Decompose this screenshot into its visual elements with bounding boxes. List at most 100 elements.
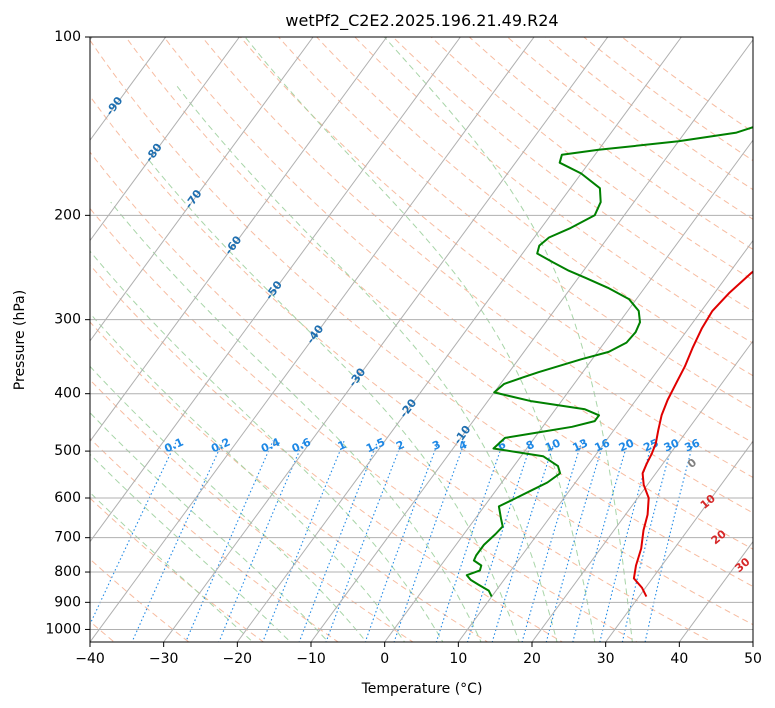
y-tick-label-9: 1000	[45, 621, 81, 637]
mixing-ratio-line-1	[131, 440, 224, 642]
mixing-ratio-label-12: 13	[571, 436, 590, 454]
profile-series	[465, 126, 753, 598]
y-axis-label: Pressure (hPa)	[12, 290, 28, 390]
mixing-ratio-line-12	[521, 440, 583, 642]
dry-adiabat-14	[239, 37, 753, 444]
isotherm-11	[163, 37, 609, 642]
mixing-ratio-label-17: 36	[683, 436, 703, 454]
isotherm-6	[90, 37, 240, 242]
mixing-ratio-line-7	[364, 440, 440, 642]
x-tick-label-4: 0	[380, 651, 389, 667]
mixing-ratio-line-9	[435, 440, 505, 642]
y-tick-label-8: 900	[54, 594, 81, 610]
isotherm-7	[90, 37, 314, 342]
y-tick-label-3: 400	[54, 386, 81, 402]
isotherm-label-5: -50	[263, 278, 285, 302]
x-axis: −40 −30 −20 −10 0 10 20 30 40 50	[75, 642, 762, 667]
y-axis: 100 200 300 400 500 600 700 800 900 1000	[45, 29, 90, 637]
x-tick-label-3: −10	[296, 651, 326, 667]
mixing-ratio-line-10	[466, 440, 533, 642]
x-tick-label-2: −20	[223, 651, 253, 667]
dry-adiabat-4	[90, 379, 414, 642]
mixing-ratio-line-0	[90, 440, 178, 626]
dry-adiabat-8	[90, 151, 713, 642]
theta-e-label-1: 10	[698, 492, 718, 512]
dry-adiabat-9	[90, 95, 753, 626]
dry-adiabat-22	[544, 37, 753, 191]
mixing-ratio-line-14	[572, 440, 629, 642]
isotherm-label-0: -100	[60, 46, 87, 76]
y-tick-label-0: 100	[54, 29, 81, 45]
isotherm-5	[90, 37, 167, 142]
isotherm-8	[90, 37, 388, 443]
isotherm-label-8: -20	[397, 396, 419, 420]
theta-e-label-4: 40	[756, 583, 775, 603]
moist-adiabat-0	[90, 491, 254, 642]
mixing-ratio-label-3: 0.6	[290, 435, 313, 455]
x-tick-label-5: 10	[449, 651, 467, 667]
isotherm-label-3: -70	[182, 187, 204, 211]
plot-frame	[89, 36, 754, 643]
dry-adiabat-16	[316, 37, 753, 377]
theta-e-label-2: 20	[709, 527, 729, 547]
y-tick-label-6: 700	[54, 530, 81, 546]
moist-adiabat-9	[244, 37, 596, 642]
isotherm-15	[457, 239, 753, 642]
dry-adiabat-12	[163, 37, 753, 514]
chart-title: wetPf2_C2E2.2025.196.21.49.R24	[285, 11, 558, 31]
mixing-ratio-label-14: 20	[617, 436, 637, 454]
grid-lines	[90, 37, 753, 642]
moist-adiabat-8	[174, 83, 558, 642]
isotherm-13	[310, 38, 753, 642]
y-tick-label-1: 200	[54, 207, 81, 223]
mixing-ratio-label-15: 25	[641, 436, 660, 454]
isotherm-14	[384, 139, 753, 642]
mixing-ratio-line-2	[185, 440, 274, 642]
dry-adiabat-7	[90, 207, 638, 642]
dry-adiabat-10	[90, 39, 753, 588]
y-tick-label-2: 300	[54, 312, 81, 328]
moist-adiabat-4	[90, 312, 406, 642]
dry-adiabat-17	[354, 37, 753, 344]
dry-adiabat-3	[90, 437, 340, 642]
mixing-ratio-line-3	[218, 440, 305, 642]
moist-adiabat-7	[146, 157, 520, 642]
x-tick-label-9: 50	[744, 651, 762, 667]
dry-adiabat-19	[430, 37, 753, 281]
isotherm-18	[678, 540, 753, 642]
isotherm-9	[90, 37, 461, 543]
mixing-ratio-lines	[90, 440, 695, 642]
mixing-ratio-line-15	[599, 440, 654, 642]
mixing-ratio-line-17	[644, 440, 695, 642]
dry-adiabat-1	[90, 558, 190, 642]
mixing-ratio-line-11	[491, 440, 556, 642]
isotherm-label-6: -40	[304, 322, 326, 346]
theta-e-label-0: 0	[685, 456, 699, 471]
moist-adiabat-1	[90, 453, 292, 642]
mixing-ratio-label-2: 0.4	[259, 435, 282, 455]
moist-adiabats	[90, 37, 633, 642]
mixing-ratio-line-4	[262, 440, 345, 642]
moist-adiabat-10	[384, 37, 633, 642]
mixing-ratio-label-16: 30	[662, 436, 682, 454]
mixing-ratio-line-16	[621, 440, 674, 642]
mixing-ratio-label-11: 10	[543, 436, 563, 454]
isotherm-17	[605, 440, 753, 642]
y-tick-label-4: 500	[54, 443, 81, 459]
dry-adiabat-20	[468, 37, 753, 251]
isotherm-label-2: -80	[143, 141, 165, 165]
isotherm-12	[236, 37, 682, 642]
y-tick-label-7: 800	[54, 564, 81, 580]
isotherm-label-7: -30	[346, 365, 368, 389]
dry-adiabat-21	[506, 37, 753, 220]
isotherm-19	[752, 641, 753, 642]
moist-adiabat-3	[90, 365, 367, 642]
x-axis-label: Temperature (°C)	[361, 681, 483, 697]
dewpoint-line	[465, 126, 753, 598]
isotherm-label-1: -90	[103, 94, 125, 118]
x-tick-label-6: 20	[523, 651, 541, 667]
dry-adiabat-5	[90, 321, 489, 642]
x-tick-label-0: −40	[75, 651, 105, 667]
x-tick-label-7: 30	[597, 651, 615, 667]
